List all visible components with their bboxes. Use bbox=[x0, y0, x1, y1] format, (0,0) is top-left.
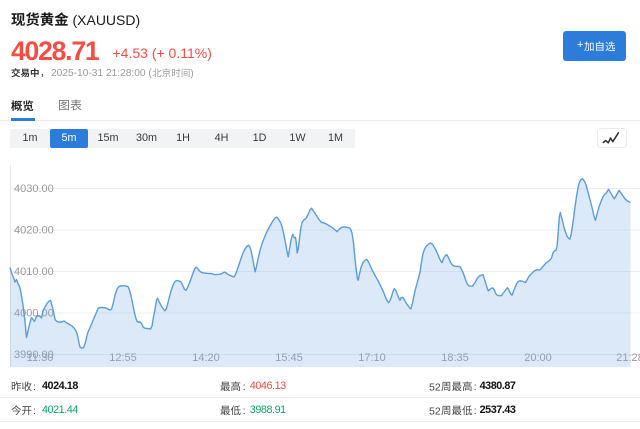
svg-text:12:55: 12:55 bbox=[109, 352, 137, 364]
svg-text:3990.00: 3990.00 bbox=[14, 349, 54, 361]
svg-text:17:10: 17:10 bbox=[358, 352, 386, 364]
svg-text:18:35: 18:35 bbox=[441, 352, 469, 364]
svg-text:4030.00: 4030.00 bbox=[14, 183, 54, 195]
svg-text:4010.00: 4010.00 bbox=[14, 266, 54, 278]
svg-text:11:30: 11:30 bbox=[27, 352, 54, 364]
svg-text:21:28: 21:28 bbox=[616, 352, 640, 364]
svg-text:20:00: 20:00 bbox=[524, 352, 552, 364]
svg-text:15:45: 15:45 bbox=[275, 352, 303, 364]
svg-text:14:20: 14:20 bbox=[192, 352, 220, 364]
svg-text:4020.00: 4020.00 bbox=[14, 225, 54, 237]
